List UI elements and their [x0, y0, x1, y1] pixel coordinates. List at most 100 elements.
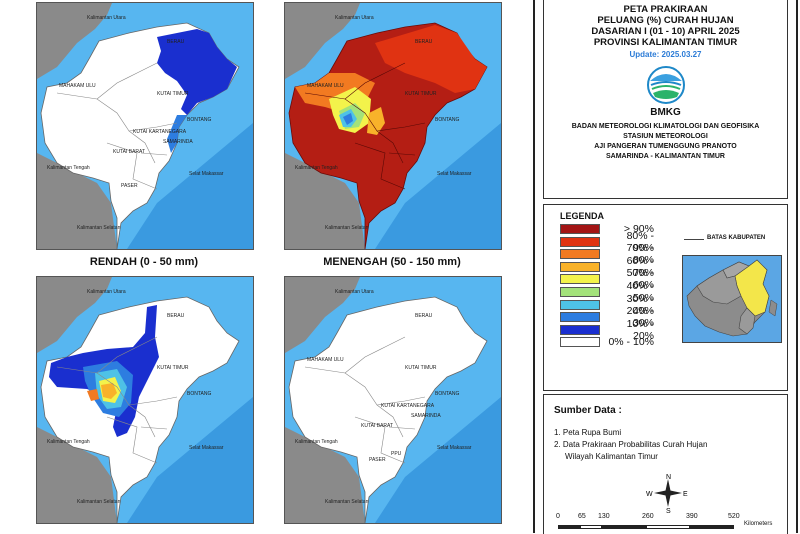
legend-swatch — [560, 324, 600, 335]
label-paser: PASER — [121, 183, 138, 189]
legend-row: 80% - 90% — [560, 230, 654, 254]
label-paser-4: PASER — [369, 457, 386, 463]
scale-tick-390: 390 — [686, 513, 698, 520]
legend-label: 0% - 10% — [608, 336, 654, 349]
compass-w: W — [646, 491, 653, 498]
institution-line-2: STASIUN METEOROLOGI — [623, 133, 708, 140]
label-selat-makassar-3: Selat Makassar — [189, 445, 224, 451]
legend-label: 60% - 70% — [626, 254, 654, 279]
label-bontang-3: BONTANG — [187, 391, 211, 397]
scale-tick-260: 260 — [642, 513, 654, 520]
label-berau-4: BERAU — [415, 313, 433, 319]
label-kalteng-3: Kalimantan Tengah — [47, 439, 90, 445]
boundary-label: BATAS KABUPATEN — [707, 235, 766, 241]
legend-row: 20% - 30% — [560, 305, 654, 329]
label-kutai-barat: KUTAI BARAT — [113, 149, 145, 155]
label-kutai-timur-3: KUTAI TIMUR — [157, 365, 189, 371]
source-item-2-cont: Wilayah Kalimantan Timur — [565, 452, 658, 461]
title-line-4: PROVINSI KALIMANTAN TIMUR — [593, 37, 738, 48]
legend-label: 20% - 30% — [626, 305, 654, 330]
bmkg-logo — [643, 65, 689, 105]
legend-row: 40% - 50% — [560, 280, 654, 304]
map-panel-menengah: Kalimantan Utara BERAU MAHAKAM ULU KUTAI… — [284, 2, 502, 250]
label-kalsel-4: Kalimantan Selatan — [325, 499, 369, 505]
scale-seg-3 — [602, 525, 646, 529]
boundary-line-symbol — [684, 239, 704, 240]
update-date: Update: 2025.03.27 — [629, 50, 702, 59]
label-kalsel: Kalimantan Selatan — [77, 225, 121, 231]
info-column: PETA PRAKIRAAN PELUANG (%) CURAH HUJAN D… — [533, 0, 798, 534]
map-panel-rendah: Kalimantan Utara BERAU MAHAKAM ULU KUTAI… — [36, 2, 254, 250]
title-line-3: DASARIAN I (01 - 10) APRIL 2025 — [591, 26, 740, 37]
compass-rose: N S E W — [646, 473, 690, 515]
label-bontang-4: BONTANG — [435, 391, 459, 397]
legend-row: 60% - 70% — [560, 255, 654, 279]
label-kaltara: Kalimantan Utara — [87, 15, 126, 21]
institution-line-3: AJI PANGERAN TUMENGGUNG PRANOTO — [594, 143, 737, 150]
label-bontang-2: BONTANG — [435, 117, 459, 123]
institution-line-4: SAMARINDA - KALIMANTAN TIMUR — [606, 153, 725, 160]
label-mahakam-ulu-2: MAHAKAM ULU — [307, 83, 344, 89]
legend-swatch — [560, 236, 600, 247]
legend-swatch — [560, 261, 600, 272]
label-kaltara-2: Kalimantan Utara — [335, 15, 374, 21]
label-berau-2: BERAU — [415, 39, 433, 45]
legend-row: 70% - 80% — [560, 242, 654, 266]
scale-seg-1 — [558, 525, 580, 529]
label-kalsel-3: Kalimantan Selatan — [77, 499, 121, 505]
label-kalteng-2: Kalimantan Tengah — [295, 165, 338, 171]
label-kutai-timur-2: KUTAI TIMUR — [405, 91, 437, 97]
scale-seg-4 — [646, 525, 690, 529]
source-box: Sumber Data : 1. Peta Rupa Bumi 2. Data … — [543, 394, 788, 534]
source-item-2: 2. Data Prakiraan Probabilitas Curah Huj… — [554, 440, 708, 449]
label-selat-makassar-4: Selat Makassar — [437, 445, 472, 451]
legend-label: 70% - 80% — [626, 242, 654, 267]
legend-label: 10% - 20% — [626, 317, 654, 342]
label-kaltara-3: Kalimantan Utara — [87, 289, 126, 295]
source-item-1: 1. Peta Rupa Bumi — [554, 428, 622, 437]
scale-seg-2 — [580, 525, 602, 529]
legend-label: 40% - 50% — [626, 279, 654, 304]
title-line-1: PETA PRAKIRAAN — [623, 4, 708, 15]
legend-row: 10% - 20% — [560, 318, 654, 342]
label-samarinda-4: SAMARINDA — [411, 413, 441, 419]
legend-swatch — [560, 312, 600, 323]
scale-bar: 0 65 130 260 390 520 Kilometers — [556, 513, 772, 533]
legend-row: 30% - 40% — [560, 293, 654, 317]
compass-s: S — [666, 508, 671, 513]
title-line-2: PELUANG (%) CURAH HUJAN — [597, 15, 734, 26]
legend-swatch — [560, 286, 600, 297]
label-selat-makassar: Selat Makassar — [189, 171, 224, 177]
scale-seg-5 — [690, 525, 734, 529]
legend-list: > 90% 80% - 90% 70% - 80% 60% - 70% 50% - 60… — [560, 223, 654, 349]
label-berau: BERAU — [167, 39, 185, 45]
compass-e: E — [683, 491, 688, 498]
compass-n: N — [666, 474, 671, 481]
label-kutai-kartanegara: KUTAI KARTANEGARA — [133, 129, 187, 135]
label-bontang: BONTANG — [187, 117, 211, 123]
label-kaltara-4: Kalimantan Utara — [335, 289, 374, 295]
caption-rendah: RENDAH (0 - 50 mm) — [89, 256, 199, 268]
legend-swatch — [560, 224, 600, 234]
label-kutai-timur-4: KUTAI TIMUR — [405, 365, 437, 371]
legend-row: 50% - 60% — [560, 267, 654, 291]
label-kutai-timur: KUTAI TIMUR — [157, 91, 189, 97]
legend-label: 80% - 90% — [626, 229, 654, 254]
legend-swatch — [560, 337, 600, 348]
legend-label: 50% - 60% — [626, 267, 654, 292]
legend-swatch — [560, 299, 600, 310]
legend-title: LEGENDA — [560, 211, 605, 221]
legend-swatch — [560, 249, 600, 260]
label-kutai-barat-4: KUTAI BARAT — [361, 423, 393, 429]
label-kalteng: Kalimantan Tengah — [47, 165, 90, 171]
scale-tick-130: 130 — [598, 513, 610, 520]
legend-row: > 90% — [560, 223, 654, 235]
map-panel-sangat-tinggi: Kalimantan Utara BERAU MAHAKAM ULU KUTAI… — [284, 276, 502, 524]
bmkg-logo-text: BMKG — [650, 107, 681, 118]
label-ppu-4: PPU — [391, 451, 402, 457]
label-berau-3: BERAU — [167, 313, 185, 319]
map-panel-tinggi: Kalimantan Utara BERAU KUTAI TIMUR BONTA… — [36, 276, 254, 524]
label-kalteng-4: Kalimantan Tengah — [295, 439, 338, 445]
legend-label: 30% - 40% — [626, 292, 654, 317]
legend-swatch — [560, 274, 600, 285]
